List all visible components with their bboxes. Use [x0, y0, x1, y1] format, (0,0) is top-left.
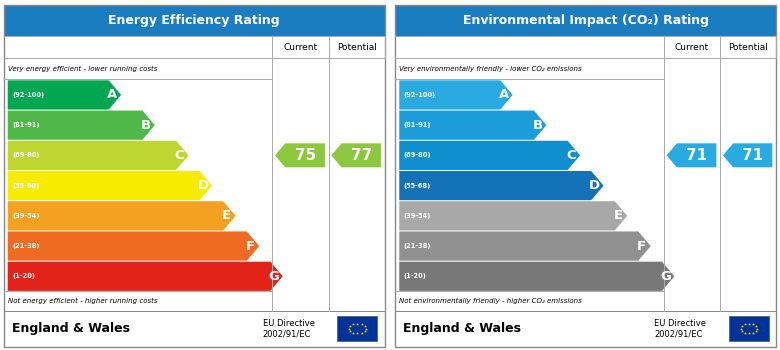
Polygon shape	[399, 231, 651, 261]
Text: E: E	[614, 209, 622, 222]
Bar	[395, 311, 776, 346]
Polygon shape	[399, 111, 546, 140]
Text: (69-80): (69-80)	[404, 152, 431, 159]
Text: 71: 71	[743, 148, 764, 163]
Text: F: F	[637, 239, 647, 253]
Text: D: D	[589, 179, 601, 192]
Text: A: A	[107, 89, 117, 101]
Polygon shape	[399, 80, 512, 110]
Text: England & Wales: England & Wales	[12, 322, 129, 335]
Text: C: C	[566, 149, 576, 162]
Polygon shape	[331, 143, 381, 168]
Text: England & Wales: England & Wales	[403, 322, 521, 335]
Text: Current: Current	[283, 43, 317, 51]
Text: (55-68): (55-68)	[12, 183, 40, 189]
Text: (39-54): (39-54)	[12, 213, 40, 219]
Polygon shape	[722, 143, 773, 168]
Text: (21-38): (21-38)	[12, 243, 40, 249]
Polygon shape	[275, 143, 325, 168]
Text: Not environmentally friendly - higher CO₂ emissions: Not environmentally friendly - higher CO…	[399, 298, 582, 304]
Text: 77: 77	[351, 148, 372, 163]
Polygon shape	[399, 201, 627, 230]
Polygon shape	[8, 80, 121, 110]
Text: (81-91): (81-91)	[12, 122, 40, 128]
Text: B: B	[533, 119, 542, 132]
Polygon shape	[8, 201, 236, 230]
Polygon shape	[8, 141, 189, 170]
Text: Very energy efficient - lower running costs: Very energy efficient - lower running co…	[8, 66, 157, 72]
Text: Energy Efficiency Rating: Energy Efficiency Rating	[108, 14, 280, 27]
Text: G: G	[660, 270, 671, 283]
Bar	[4, 5, 385, 36]
Text: B: B	[141, 119, 151, 132]
Text: Potential: Potential	[729, 43, 768, 51]
Text: (92-100): (92-100)	[12, 92, 44, 98]
Polygon shape	[8, 231, 259, 261]
Text: (69-80): (69-80)	[12, 152, 40, 159]
Text: Potential: Potential	[337, 43, 377, 51]
Text: A: A	[498, 89, 509, 101]
Text: Environmental Impact (CO₂) Rating: Environmental Impact (CO₂) Rating	[463, 14, 709, 27]
Text: (1-20): (1-20)	[404, 273, 427, 279]
Text: (1-20): (1-20)	[12, 273, 35, 279]
Text: 71: 71	[686, 148, 707, 163]
Polygon shape	[8, 111, 154, 140]
Bar	[729, 316, 769, 341]
Text: E: E	[222, 209, 231, 222]
Text: (92-100): (92-100)	[404, 92, 436, 98]
Text: Very environmentally friendly - lower CO₂ emissions: Very environmentally friendly - lower CO…	[399, 66, 582, 72]
Text: F: F	[246, 239, 255, 253]
Text: (21-38): (21-38)	[404, 243, 431, 249]
Text: Current: Current	[675, 43, 709, 51]
Polygon shape	[8, 171, 212, 200]
Polygon shape	[399, 262, 674, 291]
Text: D: D	[197, 179, 209, 192]
Text: EU Directive
2002/91/EC: EU Directive 2002/91/EC	[263, 319, 315, 338]
Text: 75: 75	[295, 148, 316, 163]
Text: (81-91): (81-91)	[404, 122, 431, 128]
Text: G: G	[268, 270, 279, 283]
Text: EU Directive
2002/91/EC: EU Directive 2002/91/EC	[654, 319, 707, 338]
Text: (39-54): (39-54)	[404, 213, 431, 219]
Polygon shape	[666, 143, 717, 168]
Polygon shape	[399, 171, 604, 200]
Bar	[337, 316, 378, 341]
Bar	[395, 5, 776, 36]
Polygon shape	[399, 141, 580, 170]
Text: Not energy efficient - higher running costs: Not energy efficient - higher running co…	[8, 298, 158, 304]
Text: (55-68): (55-68)	[404, 183, 431, 189]
Bar	[4, 311, 385, 346]
Text: C: C	[175, 149, 184, 162]
Polygon shape	[8, 262, 282, 291]
